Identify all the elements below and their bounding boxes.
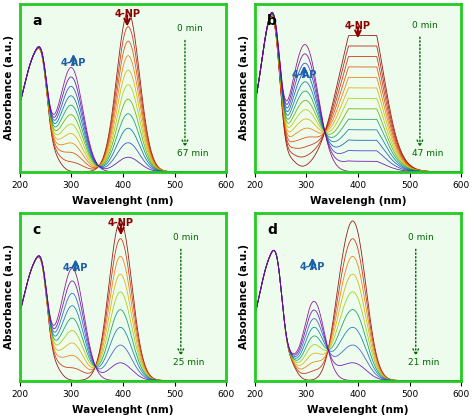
Text: 4-NP: 4-NP xyxy=(345,21,371,31)
Text: 0 min: 0 min xyxy=(177,24,202,33)
Text: 4-AP: 4-AP xyxy=(300,261,325,272)
X-axis label: Wavelengh (nm): Wavelengh (nm) xyxy=(310,196,406,206)
Y-axis label: Absorbance (a.u.): Absorbance (a.u.) xyxy=(239,244,249,349)
Text: 0 min: 0 min xyxy=(411,21,438,30)
Text: 25 min: 25 min xyxy=(173,358,204,367)
Text: 67 min: 67 min xyxy=(177,149,208,158)
Text: 4-NP: 4-NP xyxy=(114,9,140,19)
X-axis label: Wavelenght (nm): Wavelenght (nm) xyxy=(72,196,174,206)
Text: 0 min: 0 min xyxy=(173,233,198,242)
Text: c: c xyxy=(32,223,40,237)
X-axis label: Wavelenght (nm): Wavelenght (nm) xyxy=(307,405,409,415)
Text: 47 min: 47 min xyxy=(411,149,443,158)
Y-axis label: Absorbance (a.u.): Absorbance (a.u.) xyxy=(4,36,14,140)
Text: 21 min: 21 min xyxy=(408,358,439,367)
X-axis label: Wavelenght (nm): Wavelenght (nm) xyxy=(72,405,174,415)
Text: 4-NP: 4-NP xyxy=(108,218,134,228)
Text: b: b xyxy=(267,14,277,28)
Y-axis label: Absorbance (a.u.): Absorbance (a.u.) xyxy=(4,244,14,349)
Text: 4-AP: 4-AP xyxy=(63,263,88,273)
Text: d: d xyxy=(267,223,277,237)
Y-axis label: Absorbance (a.u.): Absorbance (a.u.) xyxy=(239,36,249,140)
Text: 4-AP: 4-AP xyxy=(61,58,86,68)
Text: 4-AP: 4-AP xyxy=(292,70,317,80)
Text: 0 min: 0 min xyxy=(408,233,433,242)
Text: a: a xyxy=(32,14,42,28)
